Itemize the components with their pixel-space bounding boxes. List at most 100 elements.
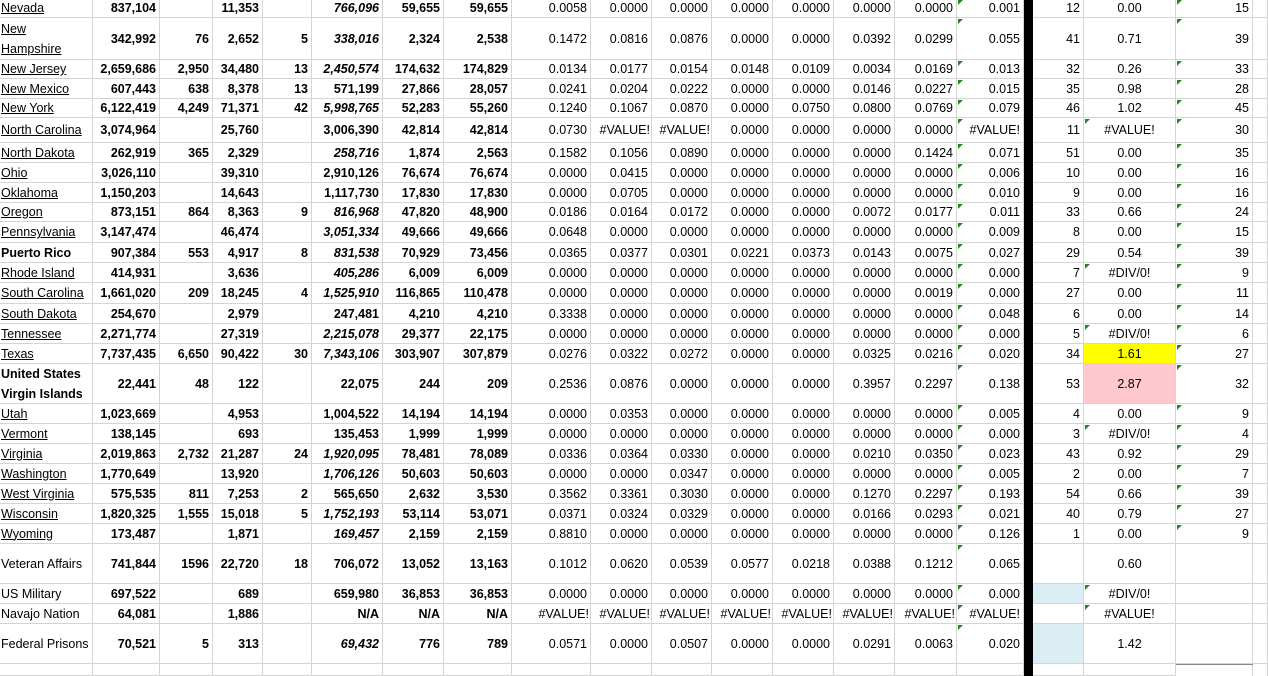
cell-ratio-1[interactable]: 0.0058 [512, 0, 591, 18]
cell-ratio-8[interactable]: 0.023 [957, 444, 1024, 464]
cell-empty[interactable] [512, 664, 591, 676]
cell-ratio-7[interactable]: 0.0000 [895, 118, 957, 143]
region-link[interactable]: Wyoming [0, 524, 93, 544]
cell-count[interactable]: 39 [1176, 243, 1253, 263]
cell-ratio-3[interactable]: 0.0876 [652, 18, 712, 60]
cell-col-b[interactable] [160, 524, 213, 544]
cell-count[interactable]: 32 [1176, 364, 1253, 404]
cell-col-c[interactable]: 4,917 [213, 243, 263, 263]
cell-count[interactable]: 9 [1176, 524, 1253, 544]
cell-empty[interactable] [1253, 444, 1268, 464]
cell-col-e[interactable]: 258,716 [312, 143, 383, 163]
cell-col-g[interactable]: 17,830 [444, 183, 512, 203]
cell-ratio-8[interactable]: 0.000 [957, 424, 1024, 444]
cell-ratio-7[interactable]: 0.0000 [895, 524, 957, 544]
cell-col-b[interactable] [160, 324, 213, 344]
cell-ratio-2[interactable]: 0.1067 [591, 99, 652, 118]
cell-rank[interactable]: 46 [1033, 99, 1084, 118]
cell-rank[interactable] [1033, 604, 1084, 624]
cell-ratio-2[interactable]: #VALUE! [591, 604, 652, 624]
cell-ratio-1[interactable]: 0.3562 [512, 484, 591, 504]
cell-col-e[interactable]: 1,920,095 [312, 444, 383, 464]
cell-col-e[interactable]: 7,343,106 [312, 344, 383, 364]
cell-count[interactable]: 7 [1176, 464, 1253, 484]
cell-empty[interactable] [652, 664, 712, 676]
cell-col-d[interactable]: 5 [263, 504, 312, 524]
cell-rank[interactable]: 7 [1033, 263, 1084, 283]
cell-col-d[interactable]: 30 [263, 344, 312, 364]
cell-col-c[interactable]: 18,245 [213, 283, 263, 304]
cell-ratio-score[interactable]: 0.26 [1084, 60, 1176, 79]
cell-col-g[interactable]: 42,814 [444, 118, 512, 143]
cell-col-b[interactable] [160, 464, 213, 484]
cell-ratio-1[interactable]: 0.0730 [512, 118, 591, 143]
cell-col-g[interactable]: 4,210 [444, 304, 512, 324]
cell-ratio-2[interactable]: 0.0000 [591, 524, 652, 544]
cell-col-c[interactable]: 22,720 [213, 544, 263, 584]
cell-ratio-2[interactable]: 0.0364 [591, 444, 652, 464]
region-name[interactable]: Puerto Rico [0, 243, 93, 263]
cell-empty[interactable] [712, 664, 773, 676]
cell-ratio-7[interactable]: 0.2297 [895, 364, 957, 404]
cell-col-f[interactable]: 59,655 [383, 0, 444, 18]
cell-col-c[interactable]: 3,636 [213, 263, 263, 283]
cell-col-g[interactable]: 76,674 [444, 163, 512, 183]
cell-empty[interactable] [1253, 604, 1268, 624]
cell-col-e[interactable]: 22,075 [312, 364, 383, 404]
cell-ratio-6[interactable]: 0.1270 [834, 484, 895, 504]
cell-ratio-5[interactable]: 0.0000 [773, 163, 834, 183]
cell-ratio-5[interactable]: 0.0000 [773, 524, 834, 544]
cell-ratio-8[interactable]: 0.071 [957, 143, 1024, 163]
cell-ratio-5[interactable]: 0.0000 [773, 424, 834, 444]
cell-ratio-3[interactable]: 0.0870 [652, 99, 712, 118]
cell-rank[interactable]: 9 [1033, 183, 1084, 203]
cell-ratio-4[interactable]: 0.0000 [712, 99, 773, 118]
cell-col-c[interactable]: 11,353 [213, 0, 263, 18]
cell-ratio-8[interactable]: 0.010 [957, 183, 1024, 203]
cell-ratio-5[interactable]: 0.0000 [773, 444, 834, 464]
cell-ratio-4[interactable]: 0.0577 [712, 544, 773, 584]
cell-col-g[interactable]: 73,456 [444, 243, 512, 263]
cell-ratio-5[interactable]: 0.0000 [773, 504, 834, 524]
cell-col-d[interactable] [263, 584, 312, 604]
cell-col-d[interactable]: 42 [263, 99, 312, 118]
cell-col-b[interactable] [160, 263, 213, 283]
cell-ratio-score[interactable]: 2.87 [1084, 364, 1176, 404]
cell-ratio-4[interactable]: 0.0000 [712, 484, 773, 504]
cell-ratio-6[interactable]: 0.0000 [834, 183, 895, 203]
cell-ratio-8[interactable]: 0.013 [957, 60, 1024, 79]
cell-ratio-score[interactable]: 0.00 [1084, 0, 1176, 18]
cell-col-d[interactable]: 13 [263, 79, 312, 99]
cell-col-b[interactable]: 365 [160, 143, 213, 163]
cell-ratio-6[interactable]: 0.3957 [834, 364, 895, 404]
cell-ratio-8[interactable]: 0.021 [957, 504, 1024, 524]
cell-count[interactable]: 4 [1176, 424, 1253, 444]
cell-col-b[interactable] [160, 163, 213, 183]
cell-ratio-8[interactable]: 0.020 [957, 624, 1024, 664]
cell-empty[interactable] [1253, 183, 1268, 203]
cell-ratio-1[interactable]: 0.0000 [512, 183, 591, 203]
cell-ratio-score[interactable]: 0.00 [1084, 143, 1176, 163]
cell-ratio-1[interactable]: 0.2536 [512, 364, 591, 404]
cell-rank[interactable]: 51 [1033, 143, 1084, 163]
cell-empty[interactable] [1253, 0, 1268, 18]
cell-ratio-7[interactable]: 0.0350 [895, 444, 957, 464]
cell-ratio-3[interactable]: 0.3030 [652, 484, 712, 504]
cell-ratio-6[interactable]: 0.0392 [834, 18, 895, 60]
region-link[interactable]: New Jersey [0, 60, 93, 79]
cell-population[interactable]: 70,521 [93, 624, 160, 664]
cell-col-e[interactable]: 1,525,910 [312, 283, 383, 304]
cell-col-f[interactable]: 4,210 [383, 304, 444, 324]
cell-ratio-3[interactable]: 0.0000 [652, 324, 712, 344]
cell-ratio-4[interactable]: 0.0000 [712, 283, 773, 304]
cell-ratio-1[interactable]: 0.0000 [512, 424, 591, 444]
cell-population[interactable]: 254,670 [93, 304, 160, 324]
cell-ratio-1[interactable]: 0.0365 [512, 243, 591, 263]
cell-col-f[interactable]: 303,907 [383, 344, 444, 364]
cell-ratio-6[interactable]: 0.0291 [834, 624, 895, 664]
cell-empty[interactable] [895, 664, 957, 676]
cell-population[interactable]: 1,150,203 [93, 183, 160, 203]
cell-col-d[interactable] [263, 183, 312, 203]
cell-ratio-4[interactable]: 0.0000 [712, 464, 773, 484]
cell-ratio-2[interactable]: 0.0322 [591, 344, 652, 364]
